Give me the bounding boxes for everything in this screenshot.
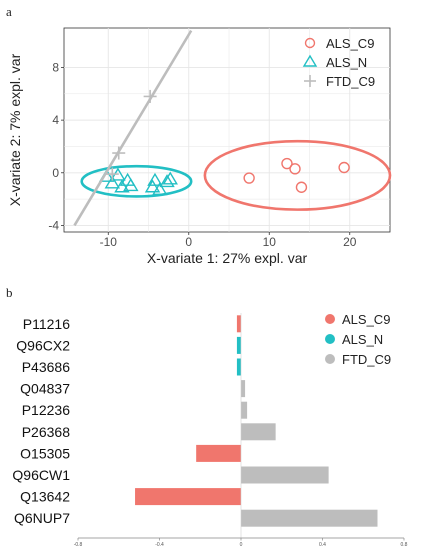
x-tick-label: 10 bbox=[263, 235, 277, 249]
ftd-c9-point bbox=[112, 146, 126, 160]
panel-b-label: b bbox=[6, 285, 13, 300]
ftd-c9-line bbox=[73, 29, 193, 227]
bar-p12236 bbox=[241, 401, 248, 419]
als-n-point bbox=[144, 179, 161, 193]
bar-q6nup7 bbox=[241, 509, 378, 527]
als-n-point bbox=[114, 179, 130, 193]
bar-label-q96cx2: Q96CX2 bbox=[16, 337, 70, 353]
bar-label-p43686: P43686 bbox=[22, 359, 70, 375]
x-tick-label: -10 bbox=[100, 235, 118, 249]
bar-label-q96cw1: Q96CW1 bbox=[12, 467, 70, 483]
bar-p11216 bbox=[236, 315, 241, 333]
legend-b-als-c9-label: ALS_C9 bbox=[342, 312, 390, 327]
legend-ftd-c9-marker bbox=[304, 75, 316, 87]
als-n-point bbox=[147, 172, 163, 186]
bar-label-q13642: Q13642 bbox=[20, 489, 70, 505]
ftd-c9-point bbox=[105, 167, 119, 181]
legend-als-c9-label: ALS_C9 bbox=[326, 36, 374, 51]
als-c9-point bbox=[295, 181, 308, 193]
bar-p43686 bbox=[236, 358, 241, 376]
als-n-point bbox=[152, 182, 168, 196]
als-c9-point bbox=[289, 163, 301, 175]
legend-b-als-n-label: ALS_N bbox=[342, 332, 383, 347]
legend-als-n-label: ALS_N bbox=[326, 55, 367, 70]
legend-ftd-c9-label: FTD_C9 bbox=[326, 74, 375, 89]
panel-a-label: a bbox=[6, 4, 12, 19]
legend-b-als-n-dot bbox=[325, 334, 335, 344]
legend-b-als-c9-dot bbox=[325, 314, 335, 324]
y-tick-label: -4 bbox=[48, 218, 59, 232]
bar-x-tick-label: -0.8 bbox=[74, 542, 83, 548]
als-c9-point bbox=[243, 172, 255, 184]
bar-x-tick-label: 0 bbox=[240, 542, 243, 548]
als-n-point bbox=[123, 178, 139, 192]
x-tick-label: 20 bbox=[343, 235, 357, 249]
y-tick-label: 0 bbox=[52, 166, 59, 180]
x-tick-label: 0 bbox=[185, 235, 192, 249]
als-n-point bbox=[104, 175, 121, 189]
als-n-ellipse bbox=[80, 164, 193, 198]
bar-label-p11216: P11216 bbox=[23, 316, 70, 332]
als-c9-ellipse bbox=[203, 139, 392, 211]
bar-p26368 bbox=[241, 423, 276, 441]
y-tick-label: 8 bbox=[52, 60, 59, 74]
bar-label-q04837: Q04837 bbox=[20, 381, 70, 397]
bar-label-p26368: P26368 bbox=[22, 424, 70, 440]
bar-label-o15305: O15305 bbox=[20, 445, 70, 461]
bar-q13642 bbox=[135, 488, 241, 506]
bar-label-p12236: P12236 bbox=[22, 402, 70, 418]
bar-x-tick-label: 0.4 bbox=[319, 542, 326, 548]
y-axis-label: X-variate 2: 7% expl. var bbox=[7, 53, 23, 206]
bar-q96cw1 bbox=[241, 466, 329, 484]
bar-q96cx2 bbox=[236, 336, 241, 354]
bar-x-tick-label: -0.4 bbox=[155, 542, 164, 548]
als-c9-point bbox=[338, 161, 350, 174]
ftd-c9-point bbox=[143, 89, 157, 103]
legend-als-c9-marker bbox=[304, 37, 316, 49]
bar-q04837 bbox=[241, 380, 246, 398]
x-axis-label: X-variate 1: 27% expl. var bbox=[147, 250, 308, 266]
bar-o15305 bbox=[196, 444, 241, 462]
y-tick-label: 4 bbox=[52, 113, 59, 127]
bar-label-q6nup7: Q6NUP7 bbox=[14, 510, 70, 526]
legend-b-ftd-c9-label: FTD_C9 bbox=[342, 352, 391, 367]
bar-x-tick-label: 0.8 bbox=[401, 542, 408, 548]
legend-als-n-marker bbox=[302, 54, 318, 67]
als-n-point bbox=[162, 171, 178, 185]
als-c9-point bbox=[281, 157, 293, 170]
als-n-point bbox=[159, 174, 175, 188]
legend-b-ftd-c9-dot bbox=[325, 354, 335, 364]
